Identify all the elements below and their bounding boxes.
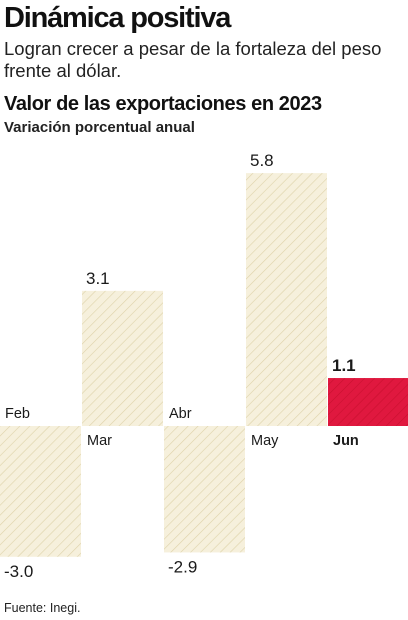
source-note: Fuente: Inegi. bbox=[4, 601, 81, 615]
month-label-abr: Abr bbox=[169, 406, 192, 422]
chart-subtitle: Variación porcentual anual bbox=[4, 119, 195, 136]
bar-abr bbox=[164, 426, 245, 553]
month-label-mar: Mar bbox=[87, 433, 112, 449]
bar-mar bbox=[82, 290, 163, 426]
bar-jun bbox=[328, 378, 408, 426]
bar-feb bbox=[0, 426, 81, 557]
value-label-may: 5.8 bbox=[250, 151, 274, 170]
month-label-jun: Jun bbox=[333, 433, 359, 449]
value-label-feb: -3.0 bbox=[4, 562, 33, 581]
value-label-mar: 3.1 bbox=[86, 269, 110, 288]
month-label-feb: Feb bbox=[5, 406, 30, 422]
headline: Dinámica positiva bbox=[4, 2, 231, 34]
value-label-abr: -2.9 bbox=[168, 557, 197, 576]
bar-may bbox=[246, 173, 327, 426]
deck: Logran crecer a pesar de la fortaleza de… bbox=[4, 38, 382, 81]
month-label-may: May bbox=[251, 433, 279, 449]
chart-title: Valor de las exportaciones en 2023 bbox=[4, 93, 322, 115]
value-label-jun: 1.1 bbox=[332, 356, 356, 375]
